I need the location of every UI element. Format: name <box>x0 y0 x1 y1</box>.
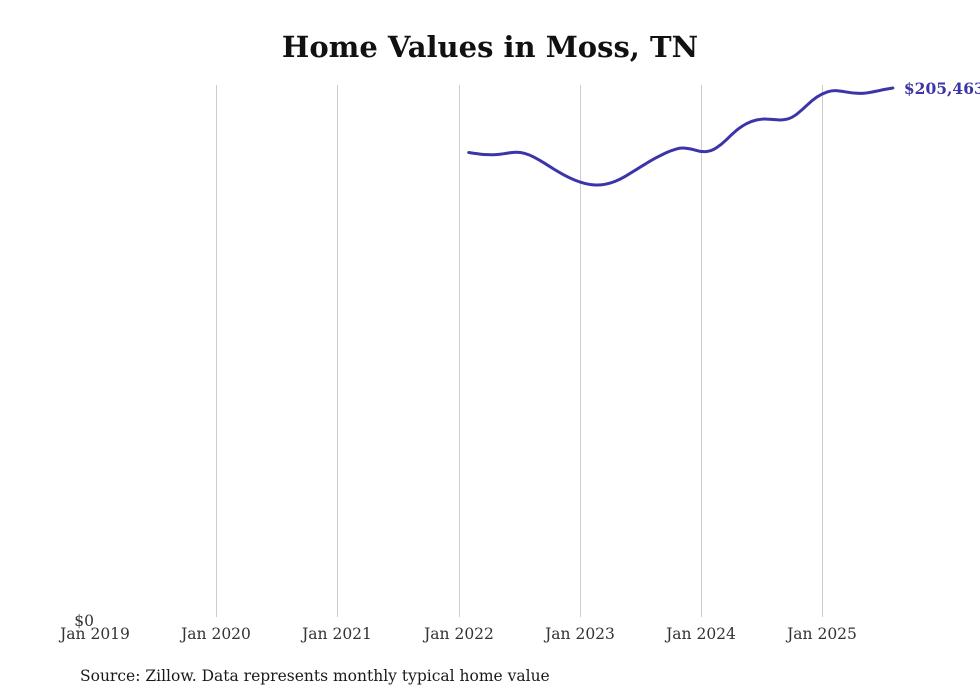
x-tick-jan-2021: Jan 2021 <box>302 625 372 643</box>
x-tick-jan-2025: Jan 2025 <box>787 625 857 643</box>
x-tick-jan-2024: Jan 2024 <box>666 625 736 643</box>
latest-value-label: $205,463 <box>903 79 980 98</box>
gridline-jan-2023 <box>580 85 581 617</box>
chart-title: Home Values in Moss, TN <box>281 30 699 64</box>
gridline-jan-2021 <box>337 85 338 617</box>
x-tick-jan-2020: Jan 2020 <box>181 625 251 643</box>
gridline-jan-2020 <box>216 85 217 617</box>
x-tick-jan-2019: Jan 2019 <box>60 625 130 643</box>
y-axis-zero-label: $0 <box>74 612 94 630</box>
gridline-jan-2024 <box>701 85 702 617</box>
x-tick-jan-2023: Jan 2023 <box>545 625 615 643</box>
source-note: Source: Zillow. Data represents monthly … <box>80 667 550 685</box>
gridline-jan-2022 <box>459 85 460 617</box>
x-tick-jan-2022: Jan 2022 <box>424 625 494 643</box>
gridline-jan-2025 <box>822 85 823 617</box>
home-values-line <box>467 86 895 187</box>
